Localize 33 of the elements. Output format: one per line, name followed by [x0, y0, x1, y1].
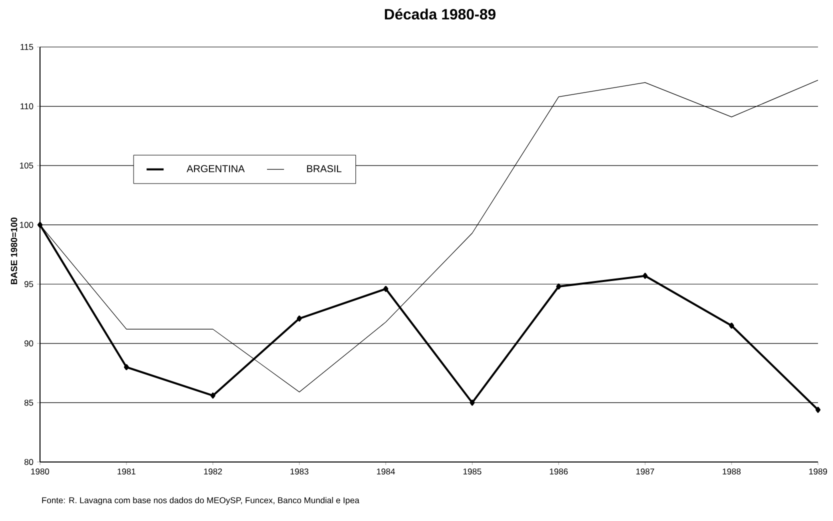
x-tick-label: 1988 — [722, 468, 741, 474]
point — [556, 284, 562, 290]
y-tick-label: 95 — [24, 281, 34, 288]
x-tick-label: 1989 — [809, 468, 828, 474]
x-tick-label: 1983 — [290, 468, 308, 474]
point — [38, 222, 43, 228]
y-tick-label: 90 — [24, 340, 34, 346]
point — [124, 364, 129, 370]
x-tick-label: 1986 — [550, 468, 568, 474]
point — [816, 406, 821, 413]
x-tick-label: 1985 — [463, 468, 482, 474]
y-tick-label: 100 — [20, 222, 34, 228]
point — [296, 316, 302, 322]
point — [642, 272, 648, 279]
x-tick-label: 1981 — [118, 468, 136, 474]
chart-title: Década 1980-89 — [384, 8, 496, 20]
legend-label: BRASIL — [307, 165, 342, 172]
point — [470, 400, 475, 406]
y-tick-label: 85 — [24, 400, 34, 406]
point — [729, 322, 734, 329]
x-tick-label: 1982 — [204, 468, 222, 474]
legend-label: ARGENTINA — [186, 165, 245, 172]
point — [210, 392, 216, 399]
y-tick-label: 80 — [24, 458, 34, 465]
x-tick-label: 1987 — [636, 468, 654, 474]
x-tick-label: 1980 — [31, 468, 50, 474]
y-axis-title: BASE 1980=100 — [10, 218, 18, 284]
y-tick-label: 115 — [20, 44, 34, 50]
x-tick-label: 1984 — [377, 468, 395, 474]
point — [383, 286, 388, 292]
y-tick-label: 105 — [20, 162, 34, 169]
source-note: Fonte: R. Lavagna com base nos dados do MEOySP, Funcex, Banco Mundial e Ipea — [42, 497, 360, 505]
y-tick-label: 110 — [20, 103, 34, 110]
